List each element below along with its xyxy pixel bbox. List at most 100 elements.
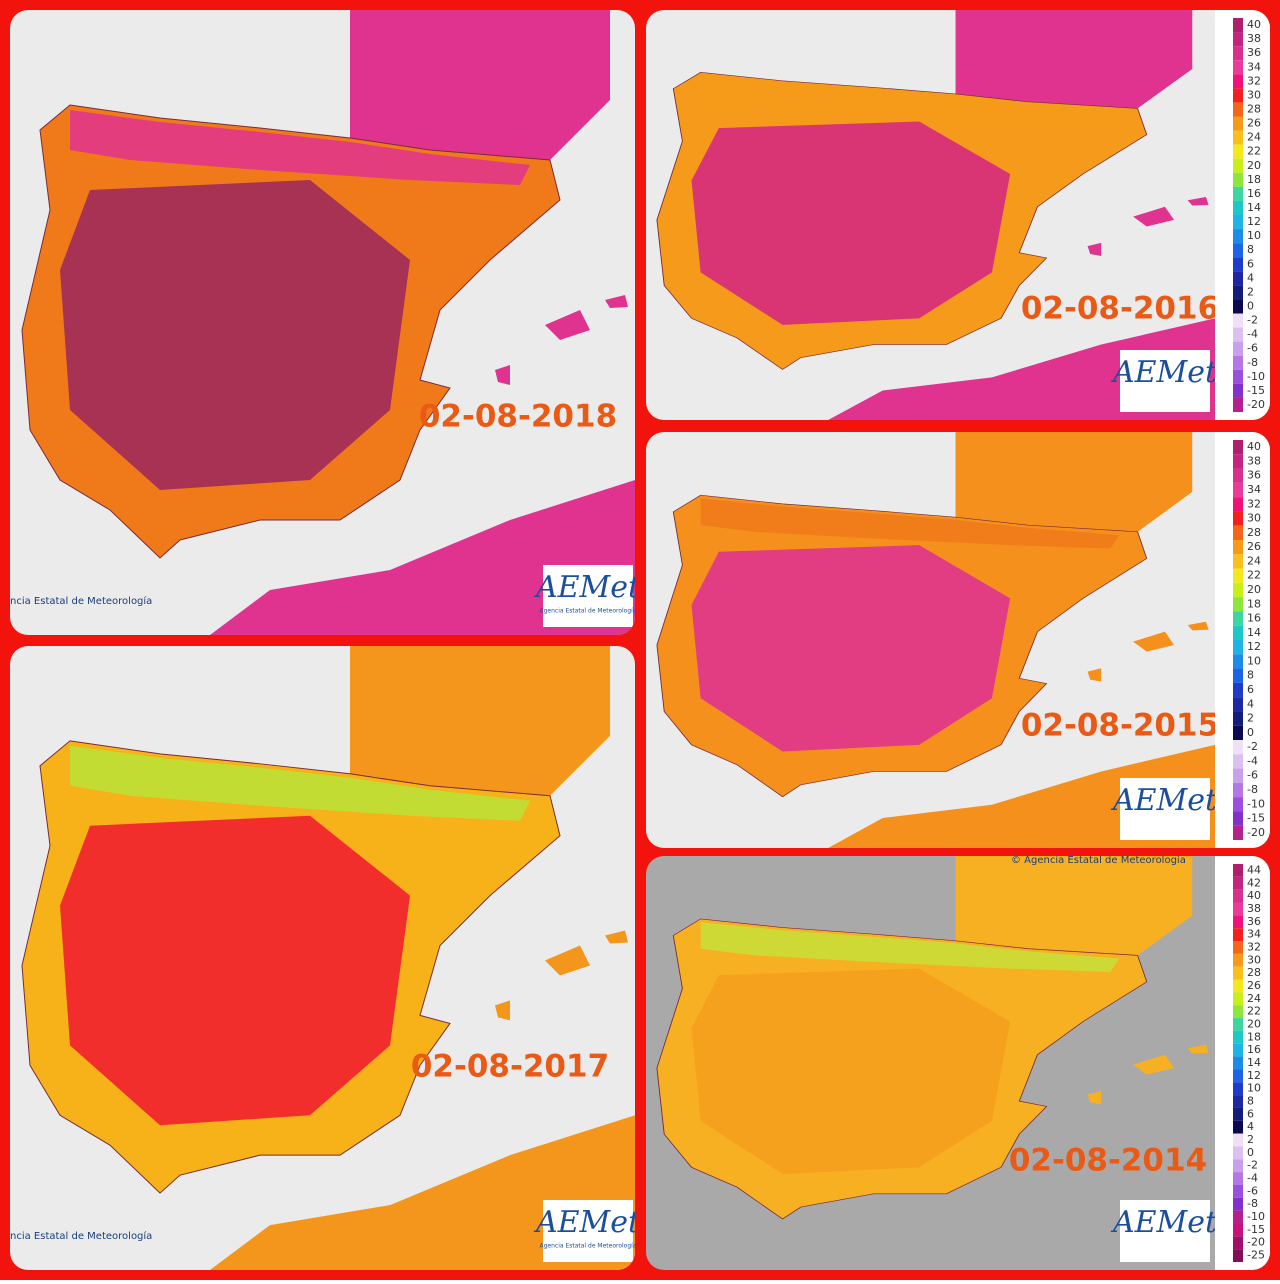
legend-swatch: [1233, 1146, 1243, 1160]
legend-swatch: [1233, 1210, 1243, 1224]
legend-swatch: [1233, 1018, 1243, 1031]
legend-swatch: [1233, 797, 1243, 812]
legend-label: 26: [1247, 117, 1261, 130]
legend-label: 38: [1247, 454, 1261, 467]
logo: AEMet: [1110, 783, 1218, 818]
date-label: 02-08-2015: [1021, 708, 1219, 744]
legend-swatch: [1233, 454, 1243, 469]
legend-swatch: [1233, 215, 1243, 230]
legend-label: 40: [1247, 889, 1261, 902]
legend-label: 40: [1247, 18, 1261, 31]
legend-label: 6: [1247, 257, 1254, 270]
iberia-interior: [60, 815, 410, 1126]
date-label: 02-08-2018: [419, 399, 617, 435]
legend-swatch: [1233, 1133, 1243, 1147]
legend-label: -25: [1247, 1249, 1265, 1262]
legend-label: 34: [1247, 483, 1261, 496]
legend-label: 12: [1247, 1069, 1261, 1082]
legend-label: 24: [1247, 992, 1261, 1005]
legend-label: -20: [1247, 1236, 1265, 1249]
legend-swatch: [1233, 46, 1243, 61]
legend-label: 38: [1247, 902, 1261, 915]
legend-swatch: [1233, 440, 1243, 455]
credit: ncia Estatal de Meteorología: [10, 595, 152, 607]
legend-label: -6: [1247, 1184, 1258, 1197]
legend-label: 32: [1247, 74, 1261, 87]
africa: [210, 1115, 635, 1270]
balearics: [1087, 1044, 1209, 1105]
legend-label: 14: [1247, 626, 1261, 639]
legend-swatch: [1233, 1172, 1243, 1185]
legend-swatch: [1233, 327, 1243, 342]
legend-swatch: [1233, 768, 1243, 783]
africa: [210, 480, 635, 635]
africa: [828, 318, 1215, 420]
legend-label: -4: [1247, 1172, 1258, 1185]
legend-label: 36: [1247, 469, 1261, 482]
legend-swatch: [1233, 811, 1243, 826]
logo-subtitle: Agencia Estatal de Meteorología: [540, 608, 637, 615]
legend-swatch: [1233, 313, 1243, 328]
legend-swatch: [1233, 1197, 1243, 1211]
legend-label: 14: [1247, 201, 1261, 214]
legend-swatch: [1233, 992, 1243, 1006]
legend-label: 10: [1247, 229, 1261, 242]
legend-label: 4: [1247, 271, 1254, 284]
legend-label: 28: [1247, 102, 1261, 115]
legend-swatch: [1233, 369, 1243, 384]
legend-swatch: [1233, 299, 1243, 314]
legend-swatch: [1233, 468, 1243, 483]
france: [955, 10, 1193, 109]
legend-swatch: [1233, 74, 1243, 89]
legend-label: 4: [1247, 697, 1254, 710]
date-label: 02-08-2016: [1021, 291, 1219, 327]
legend-swatch: [1233, 1069, 1243, 1083]
legend-swatch: [1233, 582, 1243, 598]
legend-swatch: [1233, 1043, 1243, 1057]
legend-label: 44: [1247, 863, 1261, 876]
legend-swatch: [1233, 1030, 1243, 1044]
date-label: 02-08-2017: [411, 1049, 609, 1085]
legend-label: 30: [1247, 953, 1261, 966]
legend-label: 18: [1247, 597, 1261, 610]
legend-label: 30: [1247, 88, 1261, 101]
legend-label: 8: [1247, 1095, 1254, 1108]
legend-label: 28: [1247, 966, 1261, 979]
legend-label: 4: [1247, 1120, 1254, 1133]
map: [656, 856, 1215, 1270]
iberia-interior: [691, 968, 1011, 1174]
legend-swatch: [1233, 1223, 1243, 1237]
map-panel: 02-08-2015AEMet4038363432302826242220181…: [646, 432, 1270, 848]
legend-swatch: [1233, 625, 1243, 640]
logo-box: [1120, 778, 1210, 840]
legend-label: 36: [1247, 915, 1261, 928]
legend-swatch: [1233, 697, 1243, 712]
legend-swatch: [1233, 682, 1243, 698]
legend-label: 22: [1247, 569, 1261, 582]
balearics: [495, 295, 628, 385]
legend-label: -15: [1247, 384, 1265, 397]
legend-swatch: [1233, 229, 1243, 244]
legend-swatch: [1233, 383, 1243, 398]
legend-swatch: [1233, 941, 1243, 954]
legend-label: 20: [1247, 159, 1261, 172]
legend-label: 2: [1247, 285, 1254, 298]
map-panel: 02-08-2018 ncia Estatal de Meteorología AE…: [10, 10, 641, 635]
legend-swatch: [1233, 889, 1243, 903]
africa: [828, 1167, 1215, 1270]
logo: AEMet: [533, 570, 641, 605]
legend-label: 6: [1247, 1107, 1254, 1120]
legend-label: -6: [1247, 342, 1258, 355]
legend-swatch: [1233, 1249, 1243, 1262]
legend-swatch: [1233, 864, 1243, 877]
legend-label: 10: [1247, 654, 1261, 667]
legend-swatch: [1233, 1107, 1243, 1121]
legend-label: 0: [1247, 299, 1254, 312]
legend-swatch: [1233, 966, 1243, 980]
legend-swatch: [1233, 497, 1243, 512]
legend-label: 24: [1247, 131, 1261, 144]
legend-label: -2: [1247, 1159, 1258, 1172]
logo-box: [543, 1200, 633, 1262]
legend-label: 22: [1247, 145, 1261, 158]
logo-box: [1120, 350, 1210, 412]
